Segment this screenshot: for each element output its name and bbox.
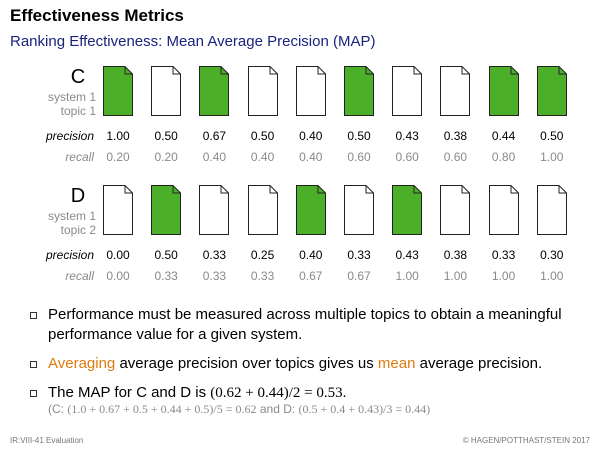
recall-value: 0.67 <box>299 269 323 283</box>
map-formula: (0.62 + 0.44)/2 = 0.53. <box>210 385 347 401</box>
nonrelevant-document-icon <box>344 185 374 235</box>
recall-value: 0.20 <box>154 150 178 164</box>
recall-value: 1.00 <box>443 269 468 283</box>
relevant-document-icon <box>103 66 133 116</box>
precision-value: 0.40 <box>299 248 323 262</box>
recall-value: 0.40 <box>250 150 275 164</box>
ranking-system: system 1 <box>47 209 96 223</box>
footer-copyright: © HAGEN/POTTHAST/STEIN 2017 <box>462 436 590 445</box>
recall-value: 0.33 <box>154 269 178 283</box>
relevant-document-icon <box>392 185 423 235</box>
recall-value: 1.00 <box>491 269 516 283</box>
bullet-item: The MAP for C and D is (0.62 + 0.44)/2 =… <box>30 383 590 417</box>
nonrelevant-document-icon <box>295 66 326 116</box>
ranking-letter: D <box>70 185 86 207</box>
slide-title: Effectiveness Metrics <box>10 6 184 25</box>
precision-value: 0.40 <box>299 129 323 143</box>
recall-value: 0.00 <box>106 269 130 283</box>
precision-value: 0.67 <box>202 129 227 143</box>
ranking-system: system 1 <box>47 90 96 104</box>
bullet-item: Averaging average precision over topics … <box>30 354 590 374</box>
ranking-topic: topic 1 <box>60 104 96 118</box>
footer-left: IR:VIII-41 Evaluation <box>10 436 84 445</box>
precision-value: 0.43 <box>395 248 419 262</box>
precision-label: precision <box>45 129 94 143</box>
ap-formula-c: (1.0 + 0.67 + 0.5 + 0.44 + 0.5)/5 = 0.62 <box>67 402 257 416</box>
recall-value: 0.33 <box>202 269 227 283</box>
bullet-text: average precision. <box>415 355 543 372</box>
precision-value: 0.50 <box>347 129 371 143</box>
note-label-c: (C: <box>48 402 68 416</box>
slide-subtitle: Ranking Effectiveness: Mean Average Prec… <box>10 33 376 50</box>
relevant-document-icon <box>536 66 567 116</box>
nonrelevant-document-icon <box>199 185 230 235</box>
relevant-document-icon <box>151 185 182 235</box>
nonrelevant-document-icon <box>247 66 278 116</box>
ap-formula-d: (0.5 + 0.4 + 0.43)/3 = 0.44) <box>298 402 431 416</box>
bullet-text: The MAP for C and D is <box>48 384 211 401</box>
nonrelevant-document-icon <box>440 66 471 116</box>
bullet-text: average precision over topics gives us <box>115 355 378 372</box>
recall-value: 0.67 <box>347 269 371 283</box>
precision-label: precision <box>45 248 94 262</box>
precision-value: 0.33 <box>347 248 371 262</box>
recall-value: 1.00 <box>395 269 419 283</box>
ranking-topic: topic 2 <box>60 223 96 237</box>
nonrelevant-document-icon <box>440 185 471 235</box>
bullet-square-icon <box>30 312 37 319</box>
highlight-averaging: Averaging <box>48 355 116 372</box>
bullet-square-icon <box>30 361 37 368</box>
nonrelevant-document-icon <box>536 185 567 235</box>
recall-value: 0.60 <box>347 150 371 164</box>
note-and: and D: <box>256 402 299 416</box>
nonrelevant-document-icon <box>392 66 423 116</box>
recall-value: 0.60 <box>443 150 468 164</box>
precision-value: 0.33 <box>202 248 227 262</box>
relevant-document-icon <box>295 185 326 235</box>
precision-value: 0.50 <box>154 129 178 143</box>
relevant-document-icon <box>344 66 374 116</box>
recall-value: 0.80 <box>491 150 516 164</box>
precision-value: 0.50 <box>250 129 275 143</box>
precision-value: 0.50 <box>154 248 178 262</box>
relevant-document-icon <box>488 66 519 116</box>
nonrelevant-document-icon <box>247 185 278 235</box>
precision-value: 1.00 <box>106 129 130 143</box>
recall-label: recall <box>65 269 94 283</box>
recall-value: 1.00 <box>540 269 564 283</box>
nonrelevant-document-icon <box>151 66 182 116</box>
precision-value: 0.38 <box>443 129 468 143</box>
precision-value: 0.00 <box>106 248 130 262</box>
precision-value: 0.25 <box>250 248 275 262</box>
recall-value: 1.00 <box>540 150 564 164</box>
recall-value: 0.40 <box>202 150 227 164</box>
relevant-document-icon <box>199 66 230 116</box>
highlight-mean: mean <box>377 355 416 372</box>
recall-value: 0.40 <box>299 150 323 164</box>
bullet-list: Performance must be measured across mult… <box>30 305 590 426</box>
precision-value: 0.43 <box>395 129 419 143</box>
nonrelevant-document-icon <box>488 185 519 235</box>
ranking-letter: C <box>70 66 86 88</box>
recall-label: recall <box>65 150 94 164</box>
precision-value: 0.50 <box>540 129 564 143</box>
nonrelevant-document-icon <box>103 185 133 235</box>
calculation-note: (C: (1.0 + 0.67 + 0.5 + 0.44 + 0.5)/5 = … <box>48 401 590 417</box>
precision-value: 0.44 <box>491 129 516 143</box>
precision-value: 0.33 <box>491 248 516 262</box>
precision-value: 0.38 <box>443 248 468 262</box>
recall-value: 0.33 <box>250 269 275 283</box>
bullet-square-icon <box>30 390 37 397</box>
recall-value: 0.60 <box>395 150 419 164</box>
precision-value: 0.30 <box>540 248 564 262</box>
bullet-item: Performance must be measured across mult… <box>30 305 590 345</box>
bullet-text: Performance must be measured across mult… <box>48 306 562 343</box>
recall-value: 0.20 <box>106 150 130 164</box>
